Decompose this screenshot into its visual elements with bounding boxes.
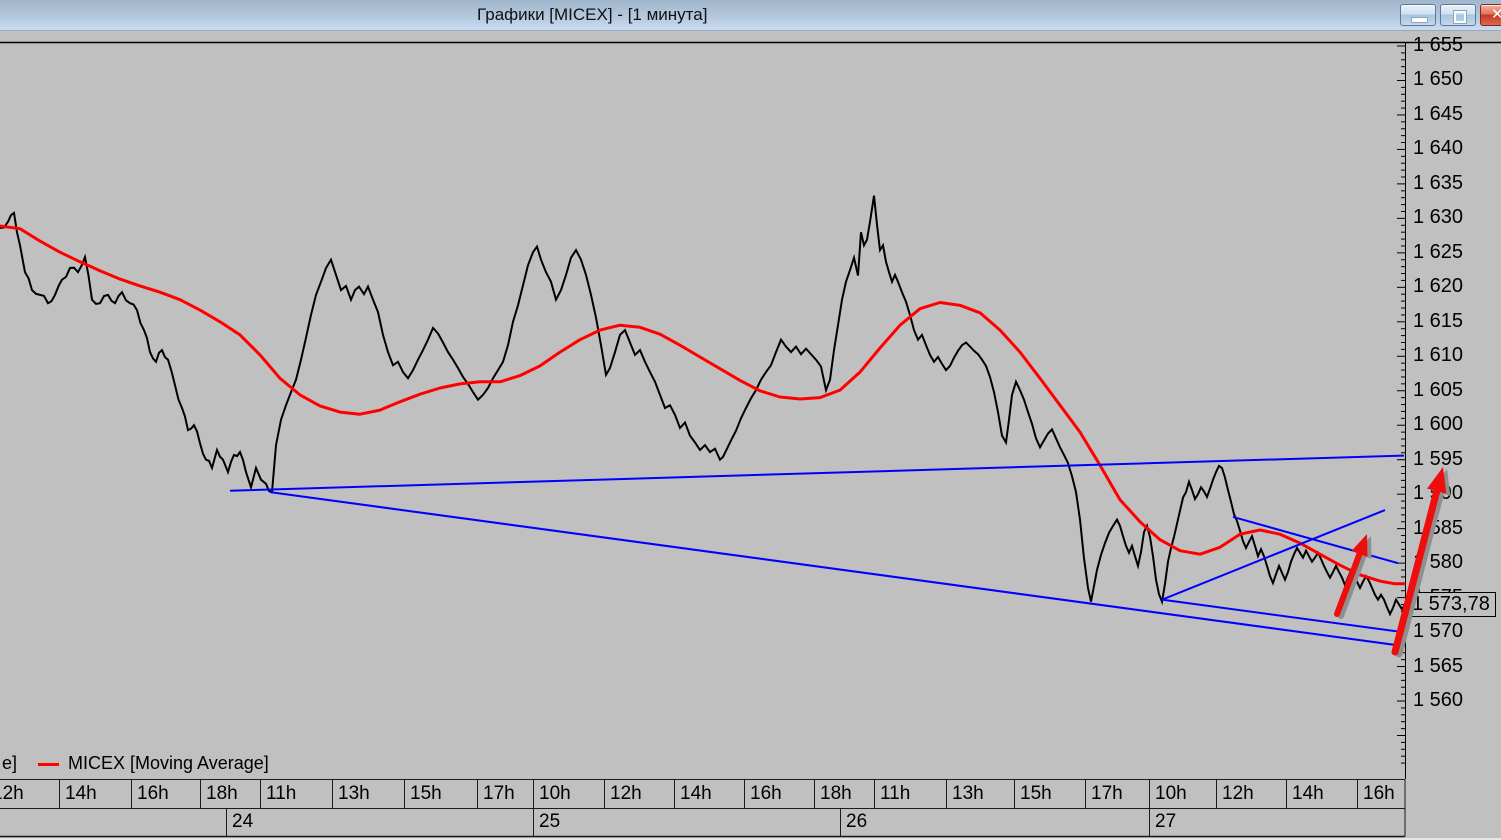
time-cell-label: 14h xyxy=(65,783,97,804)
day-label: 27 xyxy=(1155,811,1177,832)
y-axis-label: 1 635 xyxy=(1413,171,1464,194)
y-axis-label: 1 625 xyxy=(1413,240,1464,263)
y-axis-label: 1 565 xyxy=(1413,654,1464,677)
time-cell-label: 16h xyxy=(1363,783,1395,804)
y-axis-label: 1 590 xyxy=(1413,482,1464,505)
time-cell-label: 11h xyxy=(880,783,911,804)
maximize-button[interactable] xyxy=(1440,4,1476,26)
legend-truncated-item: e] xyxy=(2,753,18,773)
minimize-icon xyxy=(1411,17,1428,23)
day-label: 25 xyxy=(539,811,561,832)
y-axis-label: 1 640 xyxy=(1413,137,1464,160)
time-cell-label: 14h xyxy=(1292,783,1324,804)
time-cell-label: 13h xyxy=(952,783,984,804)
time-cell-label: 13h xyxy=(338,783,370,804)
day-label: 26 xyxy=(846,811,868,832)
close-button[interactable]: ✕ xyxy=(1480,4,1501,26)
y-axis-label: 1 655 xyxy=(1413,34,1464,56)
window-title: Графики [MICEX] - [1 минута] xyxy=(477,5,708,24)
y-axis-label: 1 650 xyxy=(1413,68,1464,91)
time-cell-label: 18h xyxy=(206,783,238,804)
time-cell-label: 15h xyxy=(1020,783,1052,804)
chart-plot-area[interactable] xyxy=(0,31,1501,840)
legend-series-label: MICEX [Moving Average] xyxy=(68,753,269,773)
y-axis-label: 1 600 xyxy=(1413,413,1464,436)
y-axis-label: 1 560 xyxy=(1413,689,1464,712)
time-cell-label: 18h xyxy=(820,783,852,804)
title-bar[interactable]: Графики [MICEX] - [1 минута] ✕ xyxy=(0,0,1501,31)
y-axis-label: 1 645 xyxy=(1413,102,1464,125)
y-axis-label: 1 615 xyxy=(1413,309,1464,332)
time-cell-label: 12h xyxy=(1222,783,1254,804)
day-label: 24 xyxy=(232,811,254,832)
time-cell-label: 16h xyxy=(750,783,782,804)
y-axis-label: 1 570 xyxy=(1413,620,1464,643)
time-cell-label: 12h xyxy=(610,783,642,804)
close-icon: ✕ xyxy=(1491,6,1501,23)
legend-series-dash-icon xyxy=(38,763,59,766)
time-cell-label: 11h xyxy=(266,783,297,804)
y-axis-label: 1 585 xyxy=(1413,516,1464,539)
time-cell-label: 16h xyxy=(137,783,169,804)
minimize-button[interactable] xyxy=(1400,4,1436,26)
y-axis-label: 1 630 xyxy=(1413,206,1464,229)
y-axis-label: 1 580 xyxy=(1413,551,1464,574)
time-cell-label: 12h xyxy=(0,783,24,804)
maximize-icon xyxy=(1453,10,1467,24)
time-cell-label: 10h xyxy=(1155,783,1187,804)
y-axis-label: 1 620 xyxy=(1413,275,1464,298)
time-cell-label: 14h xyxy=(680,783,712,804)
y-axis-label: 1 595 xyxy=(1413,447,1464,470)
time-cell-label: 15h xyxy=(410,783,442,804)
time-cell-label: 17h xyxy=(483,783,515,804)
time-cell-label: 10h xyxy=(539,783,571,804)
y-axis-label: 1 605 xyxy=(1413,378,1464,401)
last-price-marker: 1 573,78 xyxy=(1408,592,1496,617)
time-cell-label: 17h xyxy=(1091,783,1123,804)
y-axis-label: 1 610 xyxy=(1413,344,1464,367)
